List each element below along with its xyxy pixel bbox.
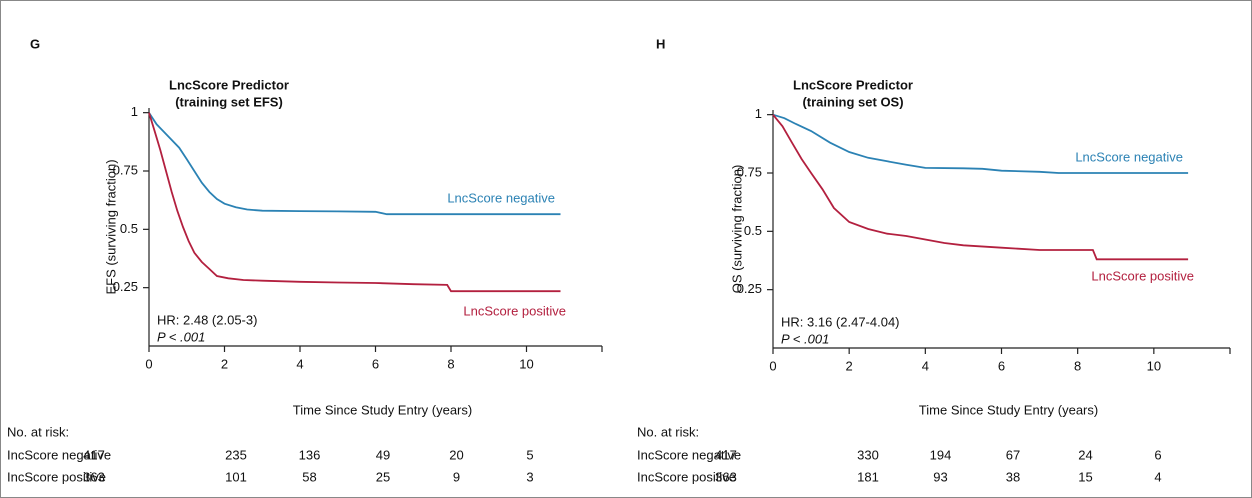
- y-axis-label: EFS (surviving fraction): [103, 159, 118, 294]
- risk-table-title: No. at risk:: [7, 424, 69, 439]
- risk-count: 181: [857, 469, 879, 484]
- risk-count: 101: [225, 469, 247, 484]
- y-tick-label: 1: [755, 106, 762, 121]
- risk-count: 6: [1154, 447, 1161, 462]
- y-tick-label: 0.25: [113, 279, 138, 294]
- x-tick-label: 6: [372, 356, 379, 371]
- y-tick-label: 0.75: [113, 162, 138, 177]
- series-label: LncScore positive: [463, 303, 566, 318]
- risk-count: 363: [83, 469, 105, 484]
- hazard-ratio: HR: 3.16 (2.47-4.04): [781, 314, 900, 329]
- chart-title: LncScore Predictor: [169, 77, 289, 92]
- risk-count: 417: [83, 447, 105, 462]
- risk-row-label: IncScore positive: [7, 469, 106, 484]
- series-label: LncScore negative: [447, 190, 555, 205]
- y-tick-label: 0.25: [737, 281, 762, 296]
- risk-row-label: IncScore negative: [637, 447, 741, 462]
- chart-title: LncScore Predictor: [793, 77, 913, 92]
- survival-curve: [772, 113, 1189, 174]
- survival-curve: [148, 112, 561, 216]
- risk-count: 24: [1078, 447, 1092, 462]
- risk-row-label: IncScore negative: [7, 447, 111, 462]
- x-tick-label: 8: [1074, 358, 1081, 373]
- risk-count: 417: [715, 447, 737, 462]
- y-axis-label: OS (surviving fraction): [729, 165, 744, 294]
- x-tick-label: 2: [846, 358, 853, 373]
- risk-count: 58: [302, 469, 316, 484]
- risk-count: 38: [1006, 469, 1020, 484]
- survival-curve: [772, 114, 1189, 261]
- y-tick-label: 0.5: [744, 223, 762, 238]
- risk-count: 25: [376, 469, 390, 484]
- x-tick-label: 4: [296, 356, 303, 371]
- risk-count: 330: [857, 447, 879, 462]
- x-tick-label: 10: [1147, 358, 1161, 373]
- risk-count: 4: [1154, 469, 1161, 484]
- risk-count: 235: [225, 447, 247, 462]
- risk-table-title: No. at risk:: [637, 424, 699, 439]
- x-tick-label: 2: [221, 356, 228, 371]
- chart-title: (training set EFS): [175, 94, 283, 109]
- risk-count: 20: [449, 447, 463, 462]
- risk-count: 9: [453, 469, 460, 484]
- risk-count: 136: [299, 447, 321, 462]
- risk-count: 93: [933, 469, 947, 484]
- risk-count: 363: [715, 469, 737, 484]
- y-tick-label: 0.5: [120, 221, 138, 236]
- p-value: P < .001: [781, 331, 829, 346]
- hazard-ratio: HR: 2.48 (2.05-3): [157, 312, 257, 327]
- risk-count: 15: [1078, 469, 1092, 484]
- x-tick-label: 4: [922, 358, 929, 373]
- x-tick-label: 8: [447, 356, 454, 371]
- series-label: LncScore negative: [1075, 149, 1183, 164]
- y-tick-label: 0.75: [737, 164, 762, 179]
- panel-label: G: [30, 36, 40, 51]
- y-tick-label: 1: [131, 104, 138, 119]
- x-tick-label: 10: [519, 356, 533, 371]
- x-tick-label: 0: [145, 356, 152, 371]
- x-axis-label: Time Since Study Entry (years): [919, 402, 1098, 417]
- chart-title: (training set OS): [802, 94, 903, 109]
- risk-count: 5: [526, 447, 533, 462]
- x-tick-label: 6: [998, 358, 1005, 373]
- series-label: LncScore positive: [1091, 268, 1194, 283]
- x-tick-label: 0: [769, 358, 776, 373]
- panel-label: H: [656, 36, 665, 51]
- p-value: P < .001: [157, 329, 205, 344]
- risk-count: 3: [526, 469, 533, 484]
- risk-count: 194: [930, 447, 952, 462]
- survival-curve: [148, 112, 561, 293]
- risk-count: 49: [376, 447, 390, 462]
- x-axis-label: Time Since Study Entry (years): [293, 402, 472, 417]
- risk-row-label: IncScore positive: [637, 469, 736, 484]
- risk-count: 67: [1006, 447, 1020, 462]
